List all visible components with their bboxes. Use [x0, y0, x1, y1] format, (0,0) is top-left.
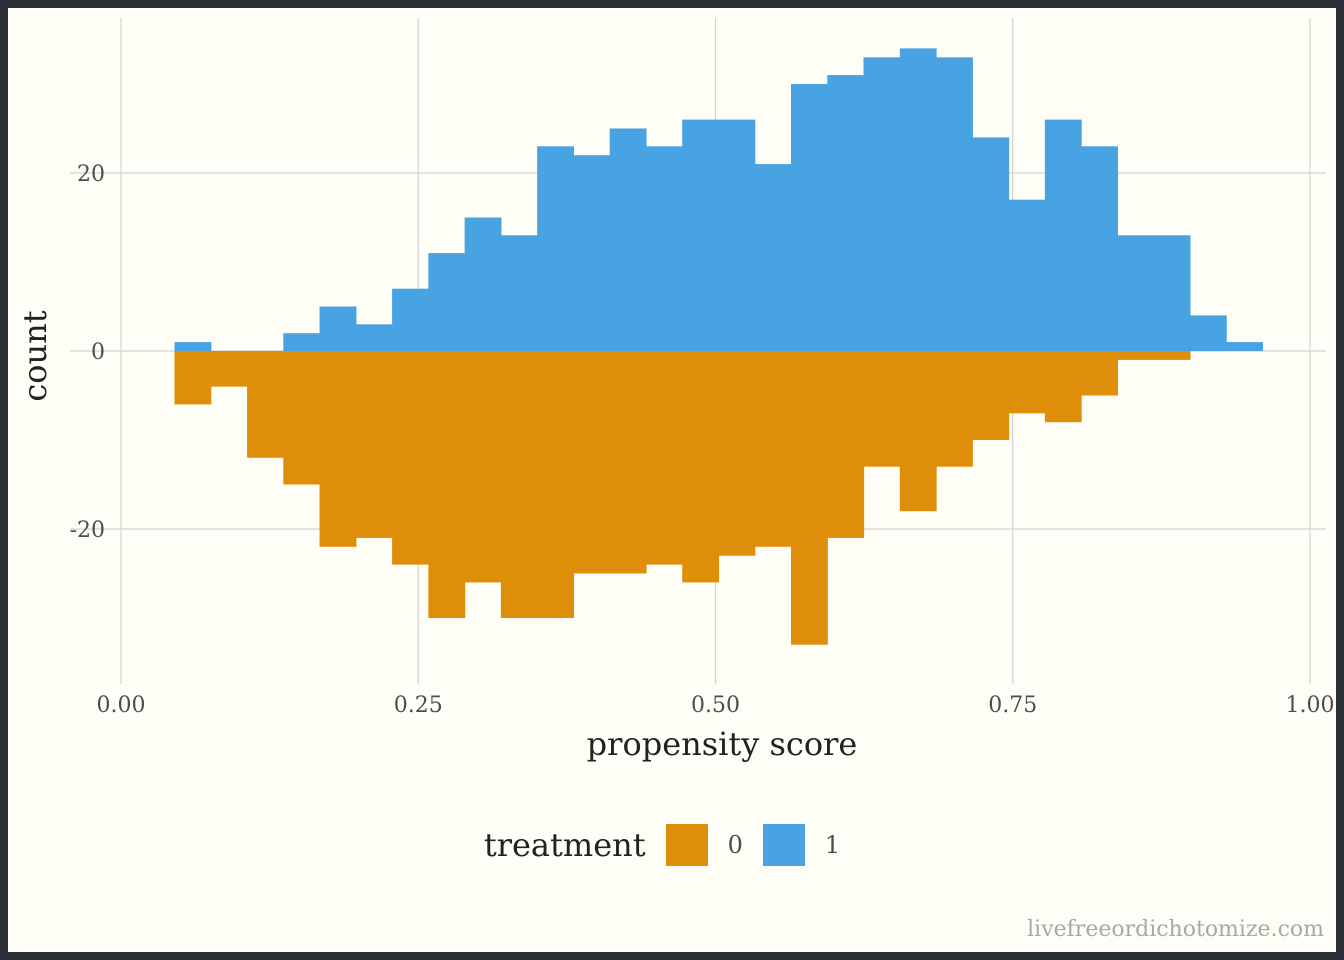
- bar-treatment-1: [355, 324, 393, 351]
- bar-treatment-0: [645, 351, 683, 565]
- y-tick-label: 20: [77, 162, 105, 187]
- bar-treatment-1: [1117, 235, 1155, 351]
- bar-treatment-0: [174, 351, 212, 405]
- bar-treatment-0: [355, 351, 393, 538]
- bar-treatment-1: [319, 306, 357, 351]
- bar-treatment-0: [392, 351, 429, 565]
- bar-treatment-1: [1153, 235, 1191, 351]
- bar-treatment-0: [1081, 351, 1118, 396]
- bar-treatment-1: [500, 235, 538, 351]
- bar-treatment-0: [319, 351, 357, 547]
- bar-treatment-0: [682, 351, 720, 583]
- bar-treatment-1: [682, 119, 720, 351]
- legend-item-0: 0: [665, 824, 743, 866]
- legend-item-1: 1: [762, 824, 841, 866]
- histogram-chart: 0.00 0.25 0.50 0.75 1.00 -20 0 20 propensity s…: [16, 18, 1335, 763]
- legend: treatment 0 1: [8, 824, 1336, 866]
- bar-treatment-0: [464, 351, 502, 583]
- legend-swatch-0: [665, 824, 708, 866]
- bar-treatment-1: [899, 48, 937, 352]
- bar-treatment-1: [1189, 315, 1227, 351]
- y-axis-ticks: -20 0 20: [70, 162, 105, 543]
- bar-treatment-1: [863, 57, 901, 352]
- bar-treatment-1: [392, 288, 429, 351]
- bar-treatment-0: [1117, 351, 1155, 360]
- x-axis-title: propensity score: [587, 725, 858, 763]
- bar-treatment-0: [428, 351, 466, 618]
- x-tick-label: 0.50: [691, 693, 740, 718]
- histogram-bars: [174, 48, 1264, 645]
- bar-treatment-0: [537, 351, 575, 618]
- y-axis-title: count: [16, 310, 54, 401]
- bar-treatment-1: [609, 128, 647, 351]
- x-tick-label: 0.00: [97, 693, 146, 718]
- bar-treatment-1: [791, 84, 828, 351]
- bar-treatment-1: [1008, 199, 1046, 351]
- bar-treatment-1: [1081, 146, 1118, 351]
- bar-treatment-1: [718, 119, 756, 351]
- bar-treatment-0: [899, 351, 937, 512]
- legend-label-0: 0: [727, 831, 743, 859]
- bar-treatment-1: [972, 137, 1010, 351]
- bar-treatment-0: [210, 351, 248, 387]
- bar-treatment-1: [645, 146, 683, 351]
- bar-treatment-0: [718, 351, 756, 556]
- bar-treatment-0: [1008, 351, 1046, 414]
- bar-treatment-0: [247, 351, 284, 458]
- bar-treatment-1: [283, 333, 321, 351]
- bar-treatment-1: [754, 164, 792, 351]
- bar-treatment-0: [283, 351, 321, 485]
- legend-swatch-1: [762, 824, 805, 866]
- bar-treatment-0: [827, 351, 865, 538]
- y-tick-label: 0: [91, 340, 105, 365]
- bar-treatment-0: [754, 351, 792, 547]
- x-tick-label: 0.75: [988, 693, 1037, 718]
- bar-treatment-1: [827, 75, 865, 351]
- legend-label-1: 1: [824, 831, 841, 859]
- bar-treatment-0: [609, 351, 647, 574]
- bar-treatment-1: [1226, 342, 1264, 351]
- bar-treatment-1: [936, 57, 973, 352]
- bar-treatment-0: [1044, 351, 1082, 423]
- bar-treatment-0: [972, 351, 1010, 440]
- bar-treatment-1: [464, 217, 502, 351]
- y-tick-label: -20: [70, 518, 105, 543]
- bar-treatment-1: [537, 146, 575, 351]
- bar-treatment-0: [936, 351, 973, 467]
- bar-treatment-0: [500, 351, 538, 618]
- bar-treatment-0: [573, 351, 611, 574]
- chart-frame: 0.00 0.25 0.50 0.75 1.00 -20 0 20 propensity s…: [8, 8, 1336, 952]
- bar-treatment-0: [791, 351, 828, 645]
- bar-treatment-0: [863, 351, 901, 467]
- bar-treatment-1: [1044, 119, 1082, 351]
- x-tick-label: 0.25: [394, 693, 443, 718]
- x-axis-ticks: 0.00 0.25 0.50 0.75 1.00: [97, 693, 1335, 718]
- x-tick-label: 1.00: [1286, 693, 1335, 718]
- bar-treatment-1: [174, 342, 212, 351]
- bar-treatment-1: [573, 155, 611, 351]
- legend-title: treatment: [483, 826, 646, 864]
- bar-treatment-1: [428, 253, 466, 351]
- bar-treatment-0: [1153, 351, 1191, 360]
- watermark: livefreeordichotomize.com: [1027, 917, 1324, 942]
